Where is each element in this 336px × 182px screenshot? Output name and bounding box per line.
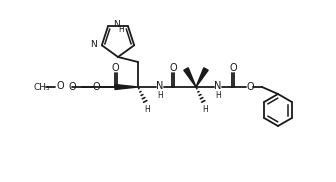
Text: H: H xyxy=(202,104,208,114)
Text: H: H xyxy=(144,104,150,114)
Polygon shape xyxy=(184,68,196,87)
Text: O: O xyxy=(246,82,254,92)
Text: O: O xyxy=(68,82,76,92)
Text: O: O xyxy=(92,82,100,92)
Text: O: O xyxy=(229,63,237,73)
Text: N: N xyxy=(214,81,222,91)
Text: N: N xyxy=(90,40,97,49)
Text: O: O xyxy=(169,63,177,73)
Text: O: O xyxy=(56,81,64,91)
Text: H: H xyxy=(215,90,221,100)
Text: O: O xyxy=(111,63,119,73)
Polygon shape xyxy=(115,84,138,90)
Text: H: H xyxy=(118,25,124,34)
Text: N: N xyxy=(156,81,164,91)
Text: CH₃: CH₃ xyxy=(33,82,50,92)
Text: H: H xyxy=(157,90,163,100)
Polygon shape xyxy=(196,68,208,87)
Text: N: N xyxy=(113,20,120,29)
